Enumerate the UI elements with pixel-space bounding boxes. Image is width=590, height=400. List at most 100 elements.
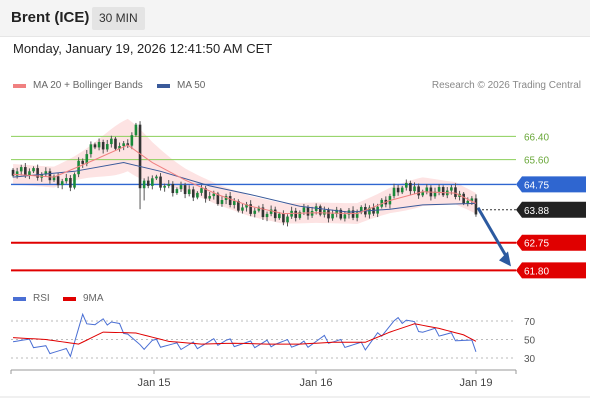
candle-body xyxy=(335,209,338,214)
candle-body xyxy=(437,187,441,192)
candle-body xyxy=(204,188,207,199)
candle-body xyxy=(306,207,310,216)
candle-body xyxy=(130,135,134,146)
interval-button[interactable]: 30 MIN xyxy=(92,7,145,30)
rsi-9ma-line xyxy=(13,323,477,345)
candle-body xyxy=(351,210,355,218)
candle-body xyxy=(122,143,125,147)
bollinger-band xyxy=(13,118,476,224)
candle-body xyxy=(396,187,400,193)
candle-body xyxy=(196,192,199,198)
candle-body xyxy=(24,167,27,176)
candle-body xyxy=(69,178,72,188)
level-label-66.40: 66.40 xyxy=(524,132,549,143)
candle-body xyxy=(200,188,203,193)
candle-body xyxy=(282,213,285,223)
candle-body xyxy=(85,154,89,164)
candle-body xyxy=(249,204,252,214)
ma50-line xyxy=(13,162,476,213)
candle-body xyxy=(331,213,334,219)
candle-body xyxy=(44,171,48,175)
instrument-name: Brent (ICE) xyxy=(11,9,90,26)
candle-body xyxy=(454,187,457,197)
candle-body xyxy=(253,210,257,214)
candle-body xyxy=(208,196,211,199)
legend-rsi-swatch xyxy=(13,296,26,301)
legend-ma20-swatch xyxy=(13,83,26,88)
candle-body xyxy=(56,176,60,186)
candle-body xyxy=(146,180,150,186)
candle-body xyxy=(302,207,306,213)
legend-9ma-label: 9MA xyxy=(83,293,104,304)
candle-body xyxy=(450,187,453,191)
candle-body xyxy=(105,144,109,150)
level-label-64.75: 64.75 xyxy=(524,180,549,191)
x-axis: Jan 15 Jan 16 Jan 19 xyxy=(10,369,517,389)
x-tick-label-Jan-16: Jan 16 xyxy=(299,377,332,389)
candle-body xyxy=(142,180,146,189)
candle-body xyxy=(155,176,158,179)
candle-body xyxy=(77,160,80,175)
candle-body xyxy=(228,196,232,205)
candle-body xyxy=(327,210,330,219)
legend-9ma-swatch xyxy=(63,296,76,301)
candle-body xyxy=(175,189,179,194)
candle-body xyxy=(392,187,396,197)
legend-rsi-label: RSI xyxy=(33,293,50,304)
candle-body xyxy=(466,200,470,204)
candle-body xyxy=(163,185,166,188)
candle-body xyxy=(216,193,220,204)
rsi-tick-30: 30 xyxy=(524,354,536,365)
timestamp: Monday, January 19, 2026 12:41:50 AM CET xyxy=(13,41,273,56)
candle-body xyxy=(191,189,195,198)
candle-body xyxy=(339,209,343,219)
credit-text: Research © 2026 Trading Central xyxy=(431,80,581,91)
candle-body xyxy=(11,169,15,176)
candle-body xyxy=(409,182,412,192)
candle-body xyxy=(36,168,39,178)
x-tick-label-Jan-15: Jan 15 xyxy=(137,377,170,389)
candle-body xyxy=(126,143,130,146)
candle-body xyxy=(294,210,298,218)
candle-body xyxy=(343,214,347,219)
candle-body xyxy=(97,142,101,148)
candle-body xyxy=(269,209,273,214)
candle-body xyxy=(73,174,76,188)
rsi-tick-70: 70 xyxy=(524,317,536,328)
current-price-tag xyxy=(516,201,586,218)
legend-ma20-label: MA 20 + Bollinger Bands xyxy=(33,80,143,91)
level-tag-62.75 xyxy=(516,234,586,251)
current-price-label: 63.88 xyxy=(524,206,549,217)
legend-ma20: MA 20 + Bollinger Bands xyxy=(13,80,143,91)
candle-body xyxy=(60,181,64,186)
level-tag-61.80 xyxy=(516,262,586,279)
level-label-62.75: 62.75 xyxy=(524,239,549,250)
forecast-arrow-head xyxy=(499,251,511,267)
candle-body xyxy=(134,124,138,136)
legend-ma50-swatch xyxy=(157,83,170,88)
candle-body xyxy=(359,207,363,213)
legend-rsi: RSI xyxy=(13,293,50,304)
candle-body xyxy=(241,207,244,211)
legend-ma50-label: MA 50 xyxy=(177,80,206,91)
candle-body xyxy=(28,171,31,176)
candle-body xyxy=(65,178,68,182)
legend-ma50: MA 50 xyxy=(157,80,205,91)
candle-body xyxy=(138,124,142,189)
candle-body xyxy=(32,168,35,172)
candle-body xyxy=(232,201,236,205)
level-label-61.80: 61.80 xyxy=(524,266,549,277)
candle-body xyxy=(171,184,175,194)
candle-body xyxy=(237,201,240,211)
candle-body xyxy=(48,171,52,181)
candle-body xyxy=(212,193,216,197)
candle-body xyxy=(52,176,56,181)
candle-body xyxy=(81,160,84,164)
candle-body xyxy=(187,189,191,195)
candle-body xyxy=(405,182,408,188)
candle-body xyxy=(355,212,359,218)
candle-body xyxy=(318,206,322,215)
candle-body xyxy=(179,185,183,190)
rsi-panel: 70 50 30 xyxy=(11,312,536,365)
